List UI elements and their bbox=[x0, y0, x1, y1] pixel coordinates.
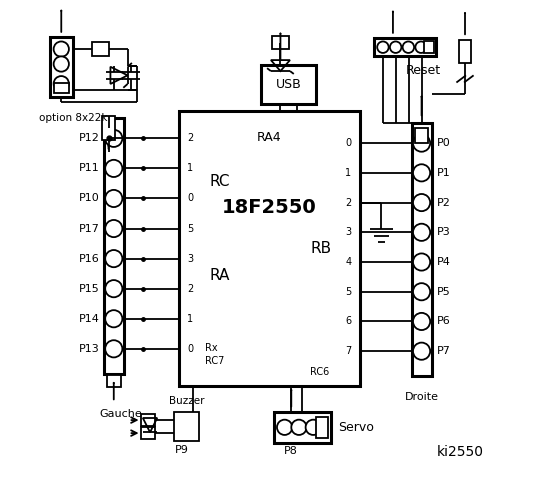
Text: 4: 4 bbox=[345, 257, 351, 267]
Bar bbox=[316, 417, 328, 438]
Text: P12: P12 bbox=[79, 133, 100, 144]
Text: RC: RC bbox=[210, 174, 230, 189]
Bar bbox=[274, 412, 331, 443]
Text: P15: P15 bbox=[79, 284, 100, 294]
Circle shape bbox=[105, 130, 122, 147]
Text: USB: USB bbox=[276, 78, 301, 91]
Text: 2: 2 bbox=[187, 133, 194, 144]
Text: 5: 5 bbox=[345, 287, 351, 297]
Text: 1: 1 bbox=[187, 314, 194, 324]
Circle shape bbox=[413, 224, 430, 241]
Circle shape bbox=[415, 41, 427, 53]
Bar bbox=[92, 42, 108, 56]
Text: P11: P11 bbox=[79, 163, 100, 173]
Text: P6: P6 bbox=[437, 316, 451, 326]
Circle shape bbox=[413, 134, 430, 152]
Text: P17: P17 bbox=[79, 224, 100, 234]
Text: 6: 6 bbox=[345, 316, 351, 326]
Text: 3: 3 bbox=[345, 228, 351, 237]
Circle shape bbox=[54, 56, 69, 72]
Bar bbox=[272, 36, 289, 49]
Text: P4: P4 bbox=[437, 257, 451, 267]
Bar bbox=[54, 83, 69, 93]
Circle shape bbox=[413, 313, 430, 330]
Text: P3: P3 bbox=[437, 228, 451, 237]
Text: P13: P13 bbox=[79, 344, 100, 354]
Text: RC6: RC6 bbox=[310, 367, 329, 377]
Circle shape bbox=[105, 190, 122, 207]
Text: P16: P16 bbox=[79, 253, 100, 264]
Circle shape bbox=[377, 41, 389, 53]
Circle shape bbox=[413, 283, 430, 300]
Text: RA: RA bbox=[210, 268, 230, 283]
Bar bbox=[104, 118, 124, 373]
Text: Reset: Reset bbox=[406, 64, 441, 77]
Text: Buzzer: Buzzer bbox=[169, 396, 204, 406]
Circle shape bbox=[413, 164, 430, 181]
Bar bbox=[415, 128, 428, 143]
Text: 3: 3 bbox=[187, 253, 194, 264]
Text: ki2550: ki2550 bbox=[437, 445, 484, 459]
Circle shape bbox=[413, 253, 430, 271]
Bar bbox=[107, 374, 121, 387]
Text: P14: P14 bbox=[79, 314, 100, 324]
Bar bbox=[424, 41, 435, 53]
Text: 2: 2 bbox=[345, 198, 351, 207]
Bar bbox=[261, 65, 316, 104]
Circle shape bbox=[291, 420, 306, 435]
Circle shape bbox=[403, 41, 414, 53]
Circle shape bbox=[277, 420, 292, 435]
Text: RB: RB bbox=[310, 241, 331, 256]
Text: Rx
RC7: Rx RC7 bbox=[205, 343, 225, 366]
Circle shape bbox=[306, 420, 321, 435]
Circle shape bbox=[105, 280, 122, 297]
Text: Gauche: Gauche bbox=[99, 409, 142, 419]
Text: 7: 7 bbox=[345, 346, 351, 356]
Bar bbox=[374, 38, 436, 56]
Circle shape bbox=[54, 76, 69, 91]
Text: P7: P7 bbox=[437, 346, 451, 356]
Circle shape bbox=[105, 310, 122, 327]
Text: P0: P0 bbox=[437, 138, 451, 148]
Bar bbox=[174, 412, 199, 442]
Circle shape bbox=[105, 340, 122, 358]
Text: P1: P1 bbox=[437, 168, 451, 178]
Text: P8: P8 bbox=[284, 446, 298, 456]
Text: Servo: Servo bbox=[338, 421, 374, 434]
Text: 5: 5 bbox=[187, 224, 194, 234]
Circle shape bbox=[390, 41, 401, 53]
Text: 1: 1 bbox=[345, 168, 351, 178]
Text: 2: 2 bbox=[187, 284, 194, 294]
Text: option 8x22k: option 8x22k bbox=[39, 113, 108, 123]
Text: P2: P2 bbox=[437, 198, 451, 207]
Bar bbox=[102, 116, 114, 140]
Text: 0: 0 bbox=[187, 193, 194, 204]
Bar bbox=[142, 414, 155, 426]
Text: 0: 0 bbox=[345, 138, 351, 148]
Text: P9: P9 bbox=[175, 445, 189, 455]
Text: 1: 1 bbox=[187, 163, 194, 173]
Text: P5: P5 bbox=[437, 287, 451, 297]
Bar bbox=[142, 427, 155, 439]
Bar bbox=[179, 111, 360, 385]
Circle shape bbox=[54, 41, 69, 57]
Text: 0: 0 bbox=[187, 344, 194, 354]
Circle shape bbox=[105, 160, 122, 177]
Text: 18F2550: 18F2550 bbox=[222, 198, 317, 216]
Circle shape bbox=[413, 194, 430, 211]
Bar bbox=[459, 39, 471, 63]
Text: Droite: Droite bbox=[405, 393, 439, 403]
Bar bbox=[411, 123, 431, 376]
Circle shape bbox=[105, 250, 122, 267]
Circle shape bbox=[105, 220, 122, 237]
Text: P10: P10 bbox=[79, 193, 100, 204]
Circle shape bbox=[413, 343, 430, 360]
Bar bbox=[50, 37, 73, 97]
Text: RA4: RA4 bbox=[257, 131, 281, 144]
